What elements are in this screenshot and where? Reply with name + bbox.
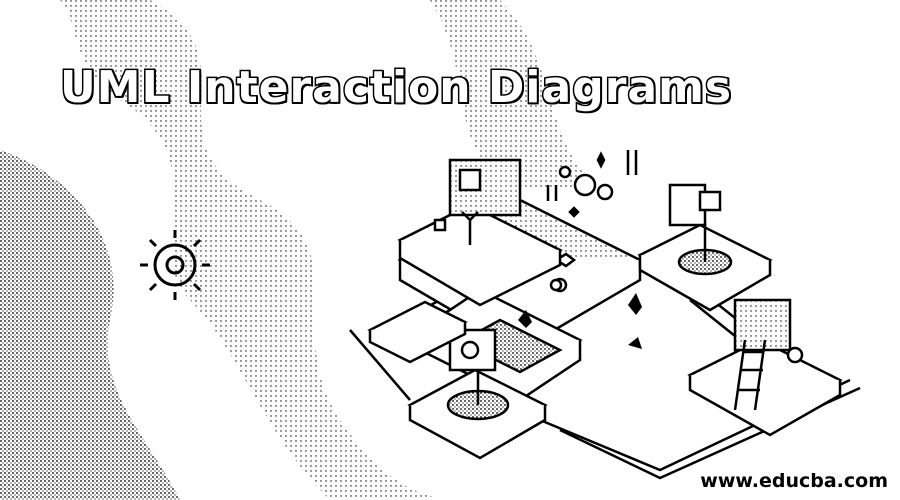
- platform-bottom-left: [407, 328, 548, 460]
- gear-icon: [140, 230, 210, 300]
- floating-shapes: [546, 150, 638, 292]
- platform-bottom-right: [687, 298, 843, 437]
- platform-top-right: [637, 183, 773, 312]
- dotted-wave-right: [430, 0, 600, 190]
- website-url: www.educba.com: [700, 470, 888, 492]
- page-title: UML Interaction Diagrams: [58, 61, 733, 115]
- platform-top-left: [397, 158, 563, 307]
- dotted-wave-left: [0, 150, 180, 500]
- platform-left: [367, 300, 468, 364]
- dotted-wave-shape: [60, 0, 460, 500]
- figure-shapes: [518, 293, 642, 349]
